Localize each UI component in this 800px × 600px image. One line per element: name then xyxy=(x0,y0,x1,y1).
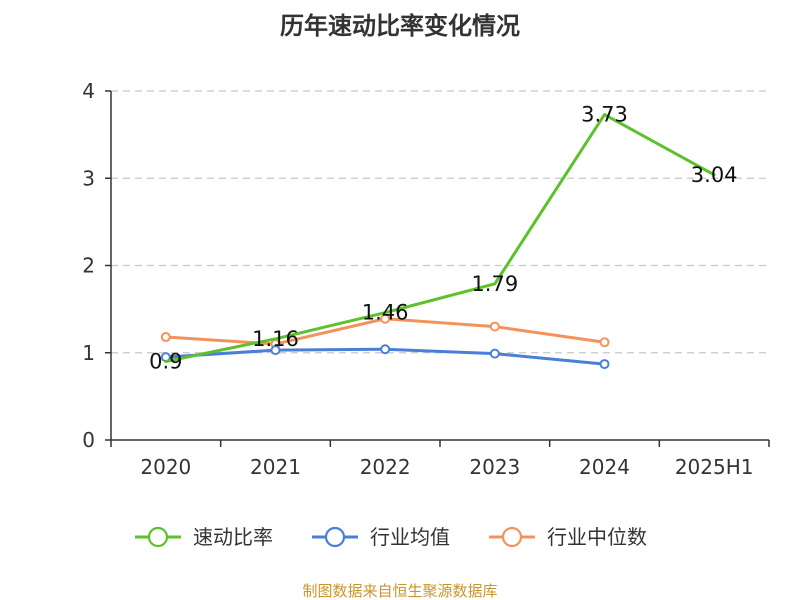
data-point xyxy=(160,332,171,343)
y-tick-label: 4 xyxy=(82,79,95,103)
data-point xyxy=(270,345,281,356)
legend-label: 行业均值 xyxy=(370,525,450,549)
x-tick-label: 2023 xyxy=(469,455,520,479)
series-line xyxy=(164,113,716,363)
y-tick-label: 1 xyxy=(82,341,95,365)
legend-label: 速动比率 xyxy=(193,525,273,549)
legend-label: 行业中位数 xyxy=(547,525,647,549)
legend-item[interactable]: 行业均值 xyxy=(312,525,450,549)
data-point xyxy=(599,359,610,370)
legend-marker xyxy=(324,526,346,548)
x-tick-label: 2025H1 xyxy=(675,455,754,479)
y-tick-label: 2 xyxy=(82,254,95,278)
data-point xyxy=(489,321,500,332)
data-point xyxy=(380,344,391,355)
chart-title: 历年速动比率变化情况 xyxy=(280,12,520,40)
x-tick-label: 2021 xyxy=(250,455,301,479)
legend-marker xyxy=(501,526,523,548)
data-labels: 0.9 1.16 1.46 1.79 3.73 3.04 xyxy=(149,103,737,374)
x-tick-label: 2022 xyxy=(360,455,411,479)
data-point xyxy=(380,313,391,324)
x-tick-label: 2024 xyxy=(579,455,630,479)
grid xyxy=(111,90,769,354)
x-tick-label: 2020 xyxy=(140,455,191,479)
data-label: 0.9 xyxy=(149,349,182,373)
data-label: 1.16 xyxy=(252,327,299,351)
axes: 0 1 2 3 4 2020 2021 2022 2023 2024 2025H1 xyxy=(82,79,770,479)
y-tick-label: 0 xyxy=(82,428,95,452)
legend-item[interactable]: 速动比率 xyxy=(135,525,273,549)
series-layer xyxy=(160,113,716,370)
data-point xyxy=(599,337,610,348)
data-label: 1.79 xyxy=(471,272,518,296)
data-label: 1.46 xyxy=(362,301,409,325)
data-label: 3.04 xyxy=(691,163,738,187)
legend-marker xyxy=(147,526,169,548)
legend-item[interactable]: 行业中位数 xyxy=(489,525,647,549)
legend: 速动比率 行业均值 行业中位数 xyxy=(135,525,647,549)
data-label: 3.73 xyxy=(581,103,628,127)
y-tick-label: 3 xyxy=(82,166,95,190)
data-point xyxy=(489,348,500,359)
source-note: 制图数据来自恒生聚源数据库 xyxy=(302,582,497,600)
